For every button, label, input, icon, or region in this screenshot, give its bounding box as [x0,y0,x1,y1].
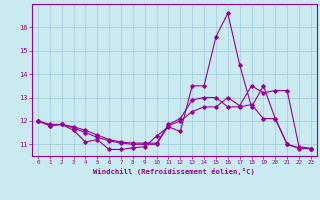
X-axis label: Windchill (Refroidissement éolien,°C): Windchill (Refroidissement éolien,°C) [93,168,255,175]
